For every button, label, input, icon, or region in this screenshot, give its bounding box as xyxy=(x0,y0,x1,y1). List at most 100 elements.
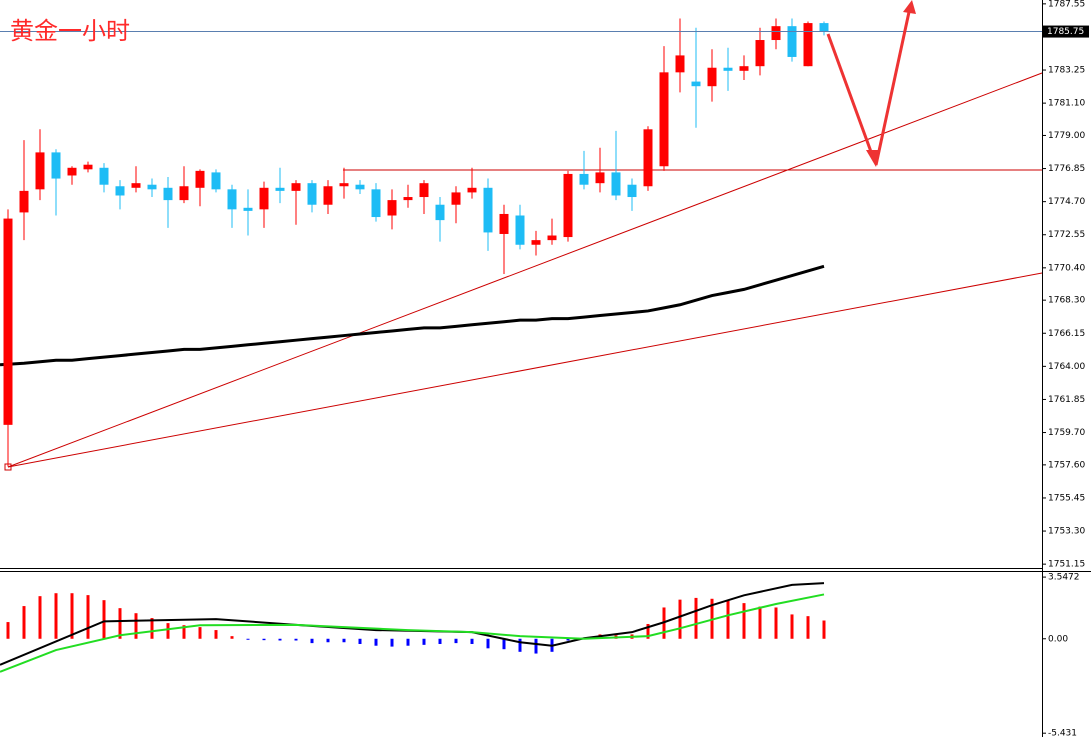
histogram-bar xyxy=(70,593,74,639)
moving-average xyxy=(0,264,825,367)
candle-body xyxy=(227,189,237,210)
y-tick-label: 3.5472 xyxy=(1048,573,1080,583)
chart-title: 黄金一小时 xyxy=(10,17,130,45)
histogram-bar xyxy=(518,638,522,652)
candle-body xyxy=(211,172,221,190)
candle-body xyxy=(35,152,45,190)
candle-body xyxy=(515,215,525,245)
histogram-bar xyxy=(54,593,58,639)
candle-body xyxy=(595,172,605,184)
candle-body xyxy=(483,187,493,233)
candle-body xyxy=(115,186,125,196)
candle-body xyxy=(739,66,749,71)
candle-body xyxy=(563,173,573,238)
candle-body xyxy=(435,204,445,221)
histogram-bar xyxy=(454,638,458,644)
histogram-bar xyxy=(406,638,410,646)
candle-body xyxy=(275,187,285,191)
y-tick-label: 1757.60 xyxy=(1048,460,1085,470)
histogram-bar xyxy=(214,630,218,639)
plot-area xyxy=(0,18,1042,673)
y-tick-label: 1766.15 xyxy=(1048,329,1085,339)
candle-body xyxy=(83,164,93,170)
candle-body xyxy=(499,213,509,234)
candle-body xyxy=(259,187,269,210)
candle-body xyxy=(147,184,157,190)
histogram-bar xyxy=(86,595,90,639)
histogram-bar xyxy=(774,607,778,639)
candle-body xyxy=(99,167,109,185)
y-tick-label: 1768.30 xyxy=(1048,296,1085,306)
histogram-bar xyxy=(646,623,650,639)
histogram-bar xyxy=(566,638,570,641)
current-price-box xyxy=(1043,25,1089,38)
trend-line xyxy=(7,72,1043,468)
candle-body xyxy=(531,240,541,245)
candle-body xyxy=(451,192,461,205)
histogram-bar xyxy=(262,638,266,641)
y-tick-label: 1781.10 xyxy=(1048,99,1085,109)
histogram-bar xyxy=(806,616,810,639)
y-tick-label: 1770.40 xyxy=(1048,263,1085,273)
candle-body xyxy=(243,207,253,211)
candle-body xyxy=(3,218,13,425)
y-tick-label: 1787.55 xyxy=(1048,0,1085,9)
candle-body xyxy=(579,173,589,185)
histogram-bar xyxy=(790,614,794,639)
candle-body xyxy=(387,200,397,216)
y-tick-label: 1764.00 xyxy=(1048,362,1085,372)
histogram-bar xyxy=(102,600,106,639)
candle-body xyxy=(163,187,173,201)
candle-body xyxy=(755,40,765,67)
histogram-bar xyxy=(6,622,10,639)
histogram-bar xyxy=(742,603,746,639)
current-price-label: 1785.75 xyxy=(1047,27,1084,37)
candle-body xyxy=(771,26,781,41)
candle-body xyxy=(291,183,301,191)
histogram-bar xyxy=(230,636,234,639)
candle-body xyxy=(355,184,365,190)
histogram-bar xyxy=(390,638,394,647)
candle-body xyxy=(131,183,141,188)
histogram-bar xyxy=(310,638,314,644)
histogram-bar xyxy=(374,638,378,646)
candle-body xyxy=(819,23,829,32)
candle-body xyxy=(179,186,189,201)
candle-body xyxy=(723,67,733,71)
candle-body xyxy=(675,55,685,73)
histogram-bar xyxy=(726,600,730,639)
candle-body xyxy=(339,183,349,187)
histogram-bar xyxy=(294,638,298,641)
trend-line xyxy=(7,272,1043,468)
y-tick-label: 1783.25 xyxy=(1048,66,1085,76)
histogram-bar xyxy=(358,638,362,644)
histogram-bar xyxy=(278,638,282,641)
histogram-bar xyxy=(326,638,330,643)
candle-body xyxy=(371,189,381,218)
indicator-line xyxy=(0,593,825,673)
candle-body xyxy=(659,72,669,167)
y-tick-label: 1779.00 xyxy=(1048,131,1085,141)
histogram-bar xyxy=(822,620,826,639)
forecast-arrows xyxy=(826,0,916,167)
histogram-bar xyxy=(134,613,138,639)
candle-body xyxy=(67,167,77,176)
histogram-bar xyxy=(182,625,186,639)
histogram-bar xyxy=(534,638,538,654)
candle-body xyxy=(611,172,621,196)
histogram-bar xyxy=(198,627,202,639)
candle-body xyxy=(51,152,61,179)
histogram-bar xyxy=(422,638,426,645)
candle-body xyxy=(643,129,653,187)
indicator-line xyxy=(0,582,825,666)
candle-body xyxy=(403,197,413,201)
histogram-bar xyxy=(118,608,122,639)
candle-body xyxy=(627,184,637,198)
histogram-bar xyxy=(502,638,506,650)
histogram-bar xyxy=(150,618,154,639)
candle-body xyxy=(307,183,317,205)
candle-body xyxy=(195,170,205,188)
candle-body xyxy=(323,186,333,205)
